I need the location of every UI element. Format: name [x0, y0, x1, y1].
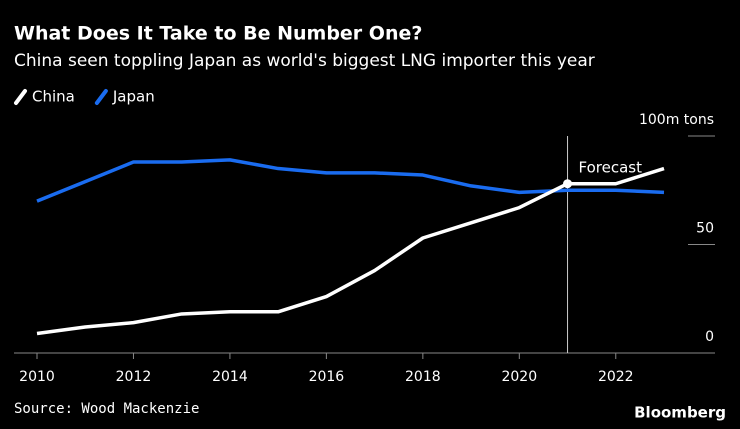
annotation: Forecast [579, 159, 643, 177]
legend-swatch [14, 89, 27, 105]
series-line [36, 158, 665, 203]
chart-title: What Does It Take to Be Number One? [14, 23, 422, 45]
x-tick-label: 2016 [309, 369, 345, 385]
legend-swatch [94, 89, 108, 105]
source: Source: Wood Mackenzie [14, 401, 199, 417]
chart-subtitle: China seen toppling Japan as world's big… [14, 51, 595, 71]
x-tick-label: 2022 [598, 369, 634, 385]
forecast-point [563, 179, 573, 189]
x-tick-label: 2010 [19, 369, 55, 385]
y-tick-label: 100m tons [639, 112, 714, 128]
x-tick-label: 2020 [501, 369, 537, 385]
y-tick-label: 0 [705, 329, 714, 345]
series-line [36, 166, 665, 336]
legend-label: China [32, 88, 75, 106]
legend-label: Japan [112, 88, 155, 106]
brand: Bloomberg [634, 404, 726, 422]
x-tick-label: 2014 [212, 369, 248, 385]
y-tick-label: 50 [696, 221, 714, 237]
x-tick-label: 2018 [405, 369, 441, 385]
x-tick-label: 2012 [116, 369, 152, 385]
